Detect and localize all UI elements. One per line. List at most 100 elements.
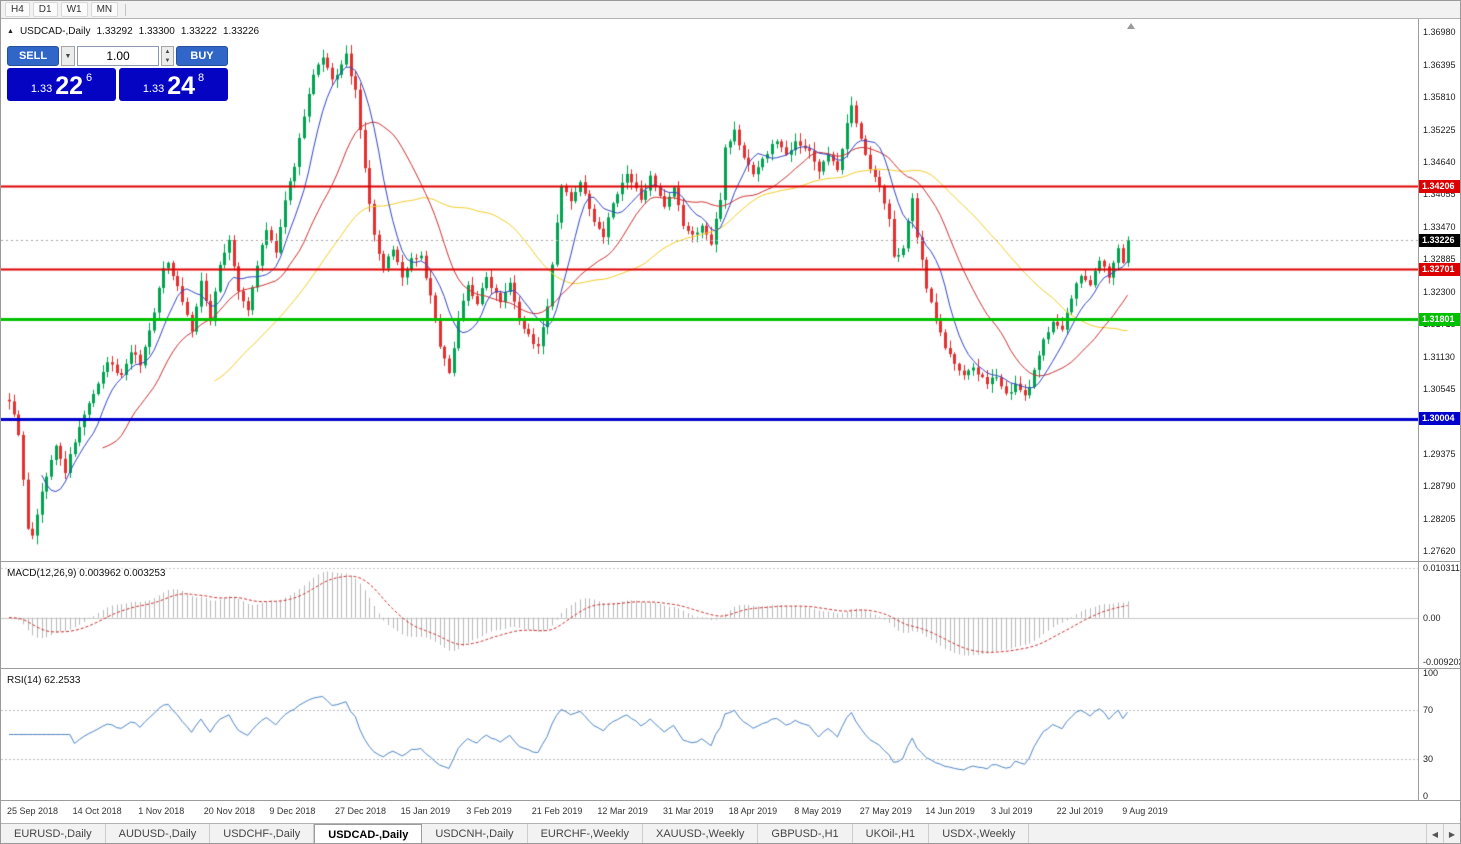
date-label: 14 Jun 2019 [925, 806, 975, 816]
price-axis-tick: 1.29375 [1423, 448, 1456, 459]
trade-panel-top-row: SELL ▼ 1.00 ▲ ▼ BUY [7, 46, 228, 66]
date-label: 20 Nov 2018 [203, 806, 255, 816]
volume-dropdown-button[interactable]: ▼ [61, 46, 75, 66]
one-click-trade-panel: SELL ▼ 1.00 ▲ ▼ BUY 1.33 22 6 1.33 24 [7, 46, 228, 101]
trade-panel-price-row: 1.33 22 6 1.33 24 8 [7, 68, 228, 101]
tab-usdchf[interactable]: USDCHF-,Daily [210, 824, 315, 843]
tab-audusd[interactable]: AUDUSD-,Daily [106, 824, 211, 843]
price-axis-tick: 1.35225 [1423, 124, 1456, 135]
timeframe-button-mn[interactable]: MN [90, 2, 119, 17]
sell-button[interactable]: SELL [7, 46, 59, 66]
date-label: 31 Mar 2019 [663, 806, 714, 816]
price-axis-tick: 1.35810 [1423, 92, 1456, 103]
price-axis-tick: 1.34055 [1423, 189, 1456, 200]
sell-price-box[interactable]: 1.33 22 6 [7, 68, 116, 101]
timeframe-button-w1[interactable]: W1 [60, 2, 88, 17]
date-label: 14 Oct 2018 [72, 806, 122, 816]
price-axis-tick: 1.27620 [1423, 546, 1456, 557]
rsi-axis-tick: 0 [1423, 791, 1429, 801]
volume-spinner: ▲ ▼ [161, 46, 174, 66]
tab-scroll-left-button[interactable]: ◀ [1426, 824, 1443, 843]
chart-tab-bar: EURUSD-,Daily AUDUSD-,Daily USDCHF-,Daily U… [1, 823, 1460, 843]
date-label: 12 Mar 2019 [597, 806, 648, 816]
sell-price-big: 22 [55, 72, 84, 100]
chart-symbol-label: USDCAD-,Daily [19, 26, 91, 37]
buy-price-big: 24 [167, 72, 196, 100]
tab-usdcad[interactable]: USDCAD-,Daily [314, 824, 423, 843]
date-label: 27 Dec 2018 [335, 806, 387, 816]
toolbar-divider [125, 3, 127, 16]
tab-xauusd[interactable]: XAUUSD-,Weekly [643, 824, 759, 843]
tab-gbpusd[interactable]: GBPUSD-,H1 [758, 824, 853, 843]
tab-eurchf[interactable]: EURCHF-,Weekly [528, 824, 643, 843]
date-label: 9 Dec 2018 [269, 806, 316, 816]
chart-area: 1.36980 1.36395 1.35810 1.35225 1.34640 1.340… [1, 19, 1460, 843]
panel-separator[interactable] [1, 800, 1460, 801]
macd-axis-tick: 0.00 [1423, 612, 1441, 623]
rsi-axis-tick: 70 [1423, 704, 1434, 715]
date-label: 27 May 2019 [859, 806, 912, 816]
tab-scroll-controls: ◀ ▶ [1426, 824, 1460, 843]
price-axis-tick: 1.31130 [1423, 351, 1455, 362]
timeframe-toolbar: H4 D1 W1 MN [1, 1, 1460, 19]
macd-indicator-canvas[interactable] [1, 562, 1418, 668]
timeframe-button-h4[interactable]: H4 [5, 2, 30, 17]
date-axis[interactable]: 25 Sep 2018 14 Oct 2018 1 Nov 2018 20 Nov 2… [1, 801, 1418, 823]
tab-ukoil[interactable]: UKOil-,H1 [853, 824, 930, 843]
rsi-label: RSI(14) 62.2533 [7, 675, 81, 686]
price-axis-tick: 1.30545 [1423, 383, 1456, 394]
date-label: 15 Jan 2019 [400, 806, 451, 816]
rsi-axis-tick: 30 [1423, 754, 1434, 765]
price-axis-tick: 1.36980 [1423, 27, 1456, 38]
tab-usdx[interactable]: USDX-,Weekly [929, 824, 1030, 843]
date-label: 3 Jul 2019 [991, 806, 1033, 816]
level-price-badge: 1.31801 [1419, 312, 1460, 326]
symbol-tabs: EURUSD-,Daily AUDUSD-,Daily USDCHF-,Daily U… [1, 824, 1030, 843]
price-axis-tick: 1.33470 [1423, 221, 1456, 232]
tab-scroll-right-button[interactable]: ▶ [1443, 824, 1460, 843]
tab-eurusd[interactable]: EURUSD-,Daily [1, 824, 106, 843]
buy-price-small: 1.33 [142, 83, 165, 95]
symbol-up-triangle-icon: ▲ [7, 28, 14, 35]
macd-label: MACD(12,26,9) 0.003962 0.003253 [7, 568, 166, 579]
ohlc-low: 1.33222 [180, 26, 217, 37]
date-label: 8 May 2019 [794, 806, 842, 816]
date-label: 21 Feb 2019 [531, 806, 583, 816]
volume-field[interactable]: 1.00 [77, 46, 159, 66]
rsi-axis-tick: 100 [1423, 668, 1439, 678]
buy-price-sup: 8 [198, 72, 205, 84]
level-price-badge: 1.34206 [1419, 179, 1460, 193]
panel-separator[interactable] [1, 668, 1460, 669]
volume-down-button[interactable]: ▼ [164, 57, 171, 64]
sell-price-sup: 6 [86, 72, 93, 84]
price-chart-canvas[interactable] [1, 19, 1418, 561]
ohlc-open: 1.33292 [96, 26, 133, 37]
date-label: 9 Aug 2019 [1122, 806, 1168, 816]
volume-up-button[interactable]: ▲ [164, 48, 171, 55]
level-price-badge: 1.30004 [1419, 412, 1460, 426]
chart-end-marker-icon [1127, 23, 1135, 29]
ohlc-close: 1.33226 [222, 26, 260, 37]
buy-button[interactable]: BUY [176, 46, 228, 66]
timeframe-button-d1[interactable]: D1 [32, 2, 58, 17]
sell-price-small: 1.33 [30, 83, 53, 95]
price-axis-tick: 1.34640 [1423, 156, 1456, 167]
date-label: 3 Feb 2019 [466, 806, 512, 816]
timeframe-bar: H4 D1 W1 MN [5, 2, 119, 17]
macd-axis-tick: -0.009203 [1423, 657, 1461, 667]
chart-header: ▲ USDCAD-,Daily 1.33292 1.33300 1.33222 … [7, 26, 259, 37]
date-label: 22 Jul 2019 [1056, 806, 1104, 816]
date-label: 18 Apr 2019 [728, 806, 778, 816]
panel-separator[interactable] [1, 561, 1460, 562]
buy-price-box[interactable]: 1.33 24 8 [119, 68, 228, 101]
rsi-indicator-canvas[interactable] [1, 669, 1418, 800]
price-axis-tick: 1.32885 [1423, 254, 1456, 265]
date-label: 1 Nov 2018 [138, 806, 185, 816]
current-price-badge: 1.33226 [1419, 233, 1460, 247]
price-axis-tick: 1.32300 [1423, 286, 1456, 297]
tab-usdcnh[interactable]: USDCNH-,Daily [422, 824, 528, 843]
price-axis-tick: 1.28205 [1423, 513, 1456, 524]
price-axis[interactable]: 1.36980 1.36395 1.35810 1.35225 1.34640 1.340… [1418, 19, 1461, 801]
level-price-badge: 1.32701 [1419, 262, 1460, 276]
